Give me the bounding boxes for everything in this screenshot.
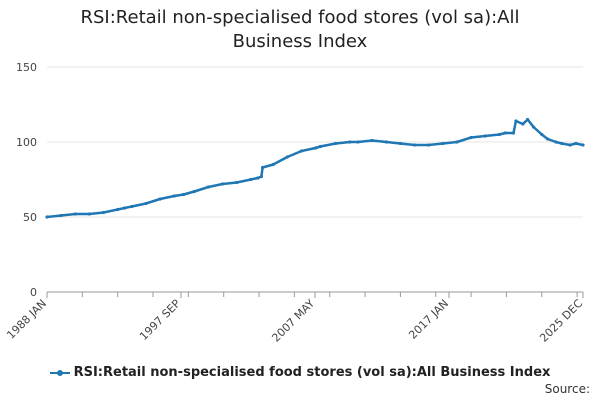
- data-point: [370, 138, 374, 143]
- data-point: [526, 117, 530, 122]
- data-point: [531, 125, 536, 129]
- data-point: [412, 143, 417, 147]
- data-point: [356, 140, 360, 144]
- x-tick-label: 1997 SEP: [137, 297, 183, 343]
- data-point: [574, 141, 578, 146]
- data-point: [116, 207, 120, 212]
- data-point: [285, 155, 289, 159]
- data-point: [158, 197, 162, 201]
- data-point: [259, 174, 263, 179]
- data-point: [334, 141, 338, 146]
- x-tick-label: 2017 JAN: [406, 297, 451, 342]
- y-tick-label: 0: [30, 286, 37, 299]
- data-point: [441, 141, 445, 146]
- data-point: [256, 176, 260, 180]
- data-point: [568, 143, 572, 147]
- data-point: [581, 143, 585, 147]
- data-point: [521, 122, 525, 126]
- x-tick-label: 2025 DEC: [537, 297, 585, 345]
- data-point: [514, 119, 518, 123]
- data-point: [469, 135, 473, 140]
- data-point: [59, 213, 63, 218]
- data-point: [427, 143, 431, 147]
- data-point: [182, 192, 186, 197]
- data-point: [235, 180, 239, 185]
- data-point: [123, 206, 127, 210]
- data-point: [73, 212, 77, 216]
- data-point: [261, 165, 265, 170]
- data-point: [348, 140, 352, 144]
- data-point: [483, 134, 487, 138]
- y-tick-label: 150: [16, 61, 37, 74]
- x-tick-label: 2007 MAY: [269, 297, 317, 345]
- data-point: [540, 132, 544, 137]
- x-tick-label: 1988 JAN: [4, 297, 49, 342]
- data-point: [192, 189, 196, 194]
- data-point: [144, 201, 148, 206]
- y-tick-label: 50: [23, 211, 37, 224]
- data-point: [271, 162, 275, 167]
- legend-swatch-marker: [56, 369, 63, 376]
- data-point: [546, 137, 550, 141]
- data-point: [314, 146, 318, 150]
- data-point: [511, 131, 516, 135]
- data-point: [45, 215, 49, 219]
- series-line: [46, 118, 584, 219]
- source-label: Source:: [544, 382, 590, 396]
- data-point: [172, 194, 176, 198]
- data-point: [318, 144, 322, 149]
- data-point: [503, 131, 507, 135]
- legend[interactable]: RSI:Retail non-specialised food stores (…: [0, 365, 600, 380]
- legend-swatch: [49, 369, 70, 376]
- legend-label: RSI:Retail non-specialised food stores (…: [73, 365, 551, 380]
- data-point: [384, 140, 388, 144]
- data-point: [554, 140, 558, 144]
- data-point: [87, 212, 91, 216]
- y-tick-label: 100: [16, 136, 37, 149]
- data-point: [560, 141, 564, 146]
- data-point: [299, 149, 304, 153]
- data-point: [455, 140, 459, 144]
- data-point: [398, 141, 402, 146]
- chart-title: RSI:Retail non-specialised food stores (…: [80, 7, 520, 52]
- data-point: [220, 182, 225, 186]
- data-point: [206, 185, 210, 189]
- data-point: [249, 177, 253, 182]
- data-point: [497, 132, 501, 137]
- data-point: [130, 204, 134, 209]
- data-point: [101, 210, 106, 215]
